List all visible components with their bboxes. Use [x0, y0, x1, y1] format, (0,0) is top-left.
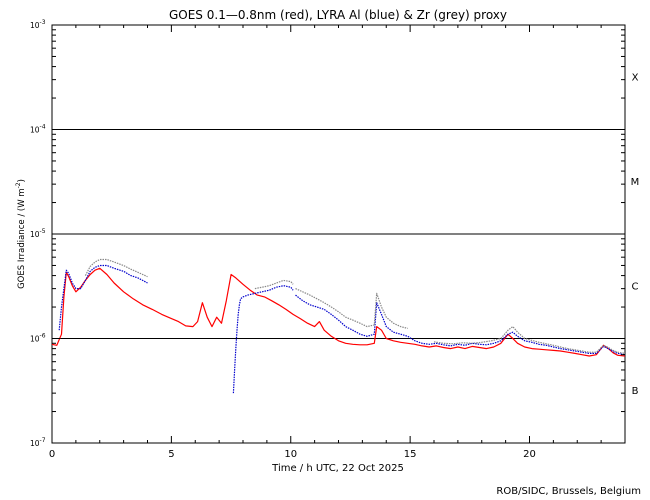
flare-class-label-X: X — [632, 73, 639, 84]
y-axis-label: GOES Irradiance / (W m-2) — [15, 179, 27, 289]
x-axis: 0 5 10 15 20 — [49, 25, 626, 460]
chart-title: GOES 0.1—0.8nm (red), LYRA Al (blue) & Z… — [169, 8, 507, 22]
x-tick-label-5: 5 — [168, 449, 174, 460]
y-tick-label-4: 10-3 — [30, 19, 46, 30]
flare-class-lines — [52, 129, 625, 339]
flare-class-label-M: M — [631, 177, 640, 188]
series-line-1 — [58, 264, 626, 394]
y-tick-label-0: 10-7 — [30, 437, 46, 448]
y-axis-label-main: GOES Irradiance / (W m — [17, 188, 27, 289]
series-line-0 — [51, 267, 626, 357]
y-axis-label-close: ) — [17, 179, 27, 182]
x-tick-label-20: 20 — [523, 449, 536, 460]
x-tick-label-10: 10 — [284, 449, 297, 460]
y-axis: 10-7 10-6 10-5 10-4 10-3 — [30, 19, 625, 448]
y-axis-label-exp: -2 — [15, 182, 22, 188]
flare-class-label-B: B — [632, 386, 639, 397]
series-layer — [51, 258, 626, 394]
flare-class-labels: X M C B — [631, 73, 640, 397]
y-tick-label-3: 10-4 — [30, 124, 46, 135]
x-tick-label-15: 15 — [404, 449, 417, 460]
y-tick-label-2: 10-5 — [30, 228, 46, 239]
x-tick-label-0: 0 — [49, 449, 55, 460]
x-axis-label: Time / h UTC, 22 Oct 2025 — [271, 463, 404, 474]
footer-credit: ROB/SIDC, Brussels, Belgium — [496, 486, 641, 497]
y-tick-label-1: 10-6 — [30, 333, 46, 344]
flare-class-label-C: C — [632, 282, 639, 293]
